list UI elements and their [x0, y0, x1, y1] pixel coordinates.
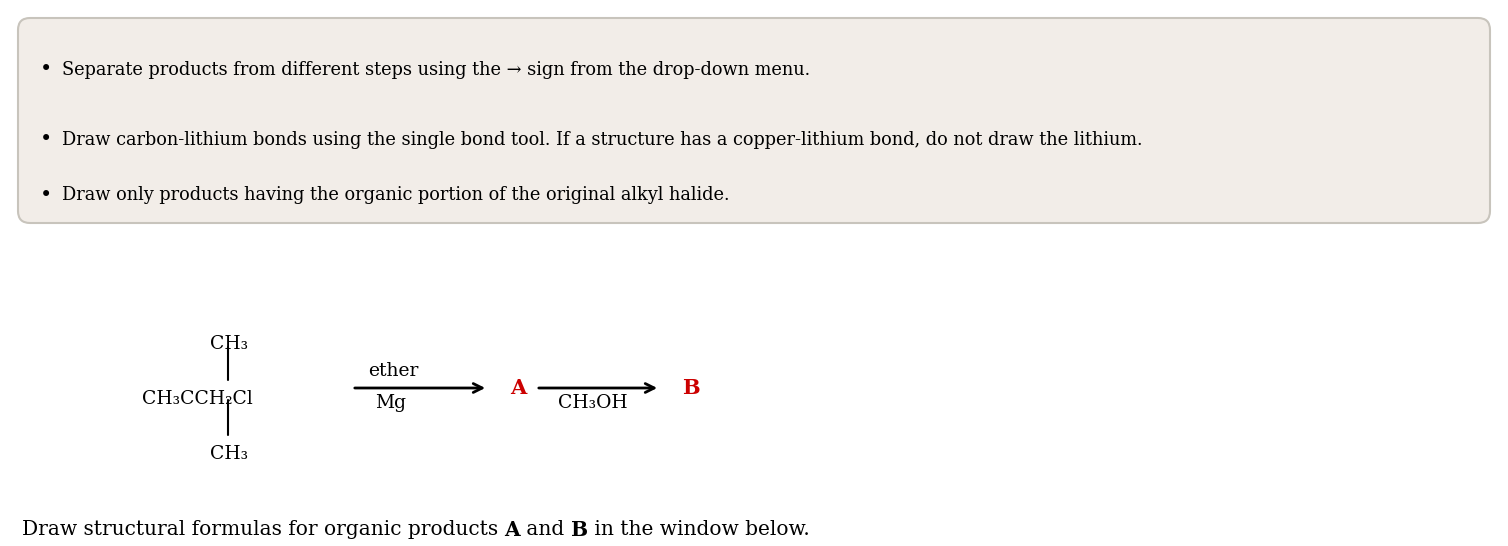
Text: B: B [570, 520, 588, 540]
Text: A: A [510, 378, 526, 398]
Text: Separate products from different steps using the → sign from the drop-down menu.: Separate products from different steps u… [62, 61, 810, 79]
Text: Draw carbon-lithium bonds using the single bond tool. If a structure has a coppe: Draw carbon-lithium bonds using the sing… [62, 131, 1143, 149]
Text: and: and [520, 520, 570, 539]
Text: •: • [41, 130, 53, 150]
Text: Draw structural formulas for organic products: Draw structural formulas for organic pro… [23, 520, 505, 539]
Text: •: • [41, 61, 53, 80]
Text: B: B [682, 378, 700, 398]
Text: CH₃: CH₃ [210, 335, 249, 353]
Text: Draw only products having the organic portion of the original alkyl halide.: Draw only products having the organic po… [62, 186, 730, 204]
Text: Mg: Mg [375, 394, 406, 412]
Text: CH₃OH: CH₃OH [558, 394, 627, 412]
Text: in the window below.: in the window below. [588, 520, 810, 539]
Text: CH₃: CH₃ [210, 445, 249, 463]
Text: A: A [505, 520, 520, 540]
Text: •: • [41, 186, 53, 205]
FancyBboxPatch shape [18, 18, 1490, 223]
Text: ether: ether [368, 362, 418, 380]
Text: CH₃CCH₂Cl: CH₃CCH₂Cl [142, 390, 253, 408]
